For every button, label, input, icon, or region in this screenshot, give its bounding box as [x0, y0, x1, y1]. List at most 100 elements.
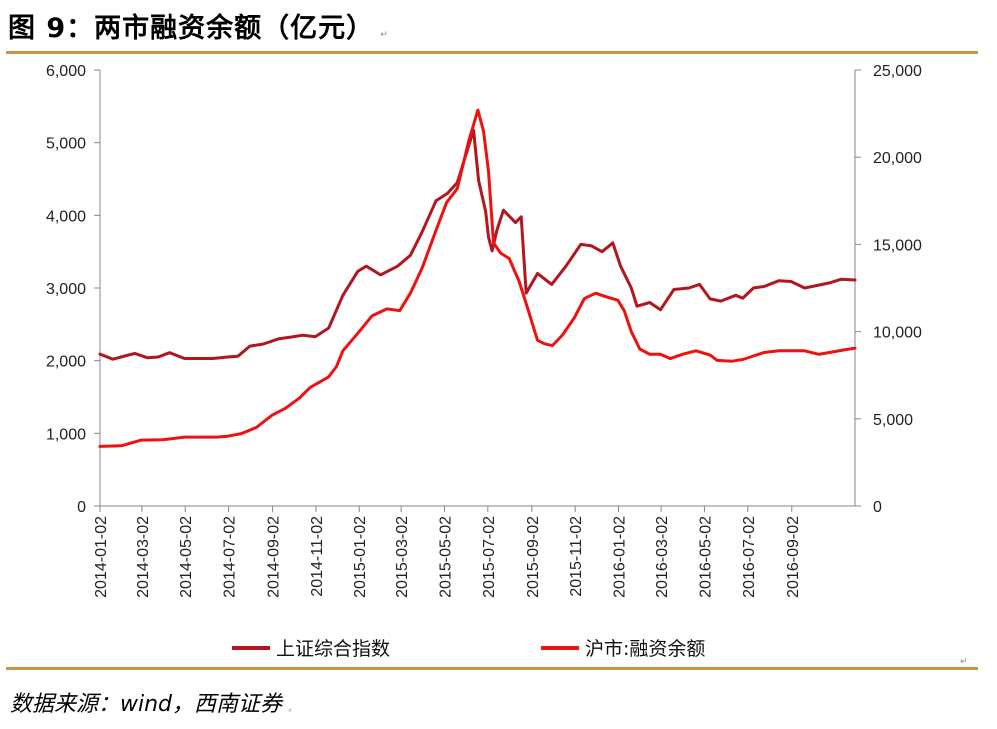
- data-point-series-1: [828, 281, 831, 285]
- y-left-tick-label: 6,000: [46, 63, 86, 80]
- data-point-series-2: [583, 297, 586, 300]
- data-point-series-1: [600, 250, 604, 253]
- x-tick-label: 2016-07-02: [741, 516, 758, 598]
- data-point-series-2: [573, 316, 576, 319]
- data-point-series-2: [536, 339, 539, 342]
- figure-title-text: 图 9：两市融资余额（亿元）: [8, 13, 375, 44]
- data-point-series-2: [741, 358, 744, 361]
- data-point-series-2: [356, 332, 360, 335]
- data-point-series-1: [672, 288, 676, 291]
- data-point-series-2: [162, 438, 165, 441]
- data-point-series-1: [495, 228, 499, 232]
- x-tick-label: 2016-01-02: [611, 516, 628, 598]
- y-left-tick-label: 5,000: [46, 136, 86, 153]
- data-point-series-2: [327, 375, 330, 379]
- legend-label-2: 沪市:融资余额: [585, 638, 705, 660]
- data-point-series-1: [434, 199, 438, 202]
- data-point-series-1: [168, 351, 171, 354]
- data-point-series-1: [687, 286, 691, 290]
- source-text: 数据来源：wind，西南证券: [10, 692, 283, 717]
- x-tick-label: 2014-11-02: [309, 516, 326, 597]
- y-right-tick-label: 20,000: [873, 150, 922, 167]
- data-point-series-1: [698, 283, 701, 286]
- data-point-series-1: [490, 249, 494, 253]
- data-point-series-2: [270, 414, 274, 417]
- data-point-series-2: [421, 265, 424, 269]
- data-point-series-2: [561, 333, 564, 337]
- x-tick-label: 2015-01-02: [352, 516, 369, 598]
- data-point-series-1: [502, 209, 505, 212]
- data-point-series-2: [669, 357, 672, 360]
- y-right-tick-label: 10,000: [873, 325, 922, 342]
- x-tick-label: 2016-03-02: [654, 516, 671, 598]
- data-point-series-1: [262, 342, 265, 346]
- data-point-series-2: [476, 108, 480, 112]
- data-point-series-2: [524, 302, 528, 305]
- data-point-series-1: [635, 304, 639, 308]
- data-point-series-1: [648, 301, 651, 304]
- data-point-series-1: [839, 278, 842, 281]
- y-left-tick-label: 1,000: [46, 426, 86, 443]
- top-rule: [6, 51, 978, 54]
- data-point-series-2: [482, 129, 485, 133]
- data-point-series-2: [853, 346, 857, 350]
- data-point-series-1: [420, 231, 423, 234]
- data-point-series-2: [604, 295, 607, 298]
- x-tick-label: 2014-01-02: [93, 516, 110, 598]
- data-point-series-2: [716, 359, 719, 362]
- data-point-series-1: [409, 254, 412, 257]
- x-tick-label: 2014-07-02: [222, 516, 239, 598]
- data-point-series-2: [385, 307, 389, 311]
- data-point-series-2: [456, 187, 459, 190]
- data-point-series-1: [741, 296, 744, 300]
- data-point-series-2: [120, 444, 123, 448]
- data-point-series-1: [619, 265, 622, 268]
- data-point-series-2: [777, 349, 781, 352]
- data-point-series-1: [98, 352, 102, 356]
- data-point-series-2: [284, 407, 287, 410]
- paragraph-mark-icon: ↵: [380, 30, 389, 40]
- x-tick-label: 2015-03-02: [394, 516, 411, 598]
- data-point-series-1: [196, 357, 200, 360]
- data-point-series-2: [638, 347, 641, 351]
- y-left-tick-label: 2,000: [46, 354, 86, 371]
- data-point-series-2: [730, 360, 734, 363]
- data-point-series-1: [226, 355, 230, 359]
- data-point-series-1: [550, 283, 553, 286]
- data-point-series-2: [594, 292, 597, 295]
- data-point-series-1: [611, 241, 615, 245]
- data-point-series-2: [616, 299, 619, 302]
- y-left-tick-label: 3,000: [46, 281, 86, 298]
- data-point-series-1: [183, 357, 186, 360]
- data-point-series-2: [98, 445, 102, 448]
- x-tick-label: 2016-09-02: [785, 516, 802, 598]
- data-point-series-2: [335, 365, 338, 368]
- data-point-series-2: [492, 241, 495, 244]
- x-tick-label: 2016-05-02: [697, 516, 714, 598]
- data-point-series-1: [314, 335, 317, 338]
- data-point-series-1: [762, 285, 766, 288]
- data-point-series-2: [648, 353, 651, 356]
- data-point-series-1: [579, 243, 583, 246]
- data-point-series-1: [356, 270, 360, 273]
- data-point-series-1: [379, 273, 382, 277]
- data-point-series-1: [803, 286, 806, 290]
- data-point-series-2: [762, 351, 766, 354]
- data-point-series-2: [694, 349, 698, 352]
- data-point-series-2: [499, 251, 502, 255]
- data-point-series-1: [719, 299, 722, 303]
- data-point-series-2: [205, 435, 208, 439]
- data-point-series-1: [659, 308, 662, 311]
- data-point-series-2: [752, 354, 755, 358]
- data-point-series-2: [139, 438, 143, 442]
- x-tick-label: 2014-09-02: [266, 516, 283, 598]
- data-point-series-1: [536, 272, 539, 275]
- data-point-series-1: [777, 279, 781, 282]
- x-tick-label: 2014-03-02: [135, 516, 152, 598]
- data-point-series-1: [327, 326, 330, 330]
- figure-title: 图 9：两市融资余额（亿元） ↵: [8, 6, 389, 45]
- x-tick-label: 2015-09-02: [525, 516, 542, 598]
- x-tick-label: 2015-05-02: [437, 516, 454, 598]
- data-point-series-2: [622, 309, 626, 312]
- data-point-series-2: [543, 342, 546, 346]
